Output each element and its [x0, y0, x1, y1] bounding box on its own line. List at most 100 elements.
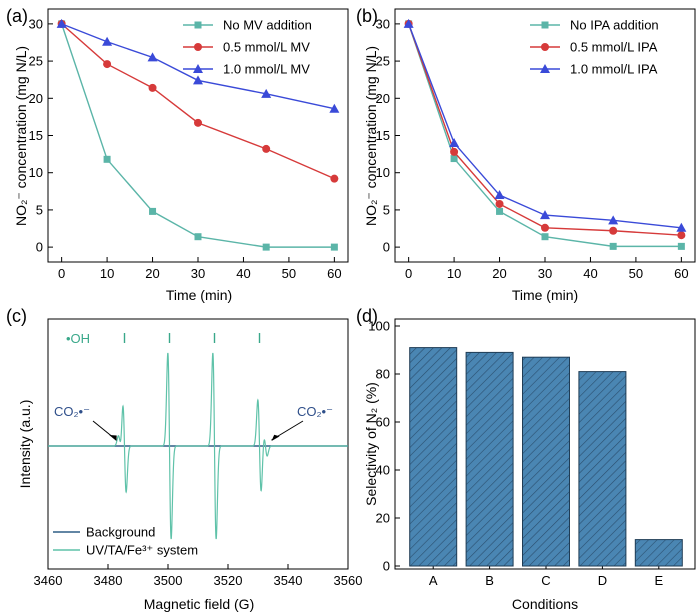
b-xtick-label: 50: [629, 266, 643, 281]
a-data-point: [329, 103, 340, 113]
a-data-point: [148, 83, 157, 92]
a-xtick-label: 60: [327, 266, 341, 281]
b-data-point: [495, 199, 504, 208]
a-data-point: [261, 88, 272, 98]
d-xtick-label: E: [654, 573, 663, 588]
b-data-point: [494, 190, 505, 200]
c-co2-arrowhead-right: [271, 434, 280, 441]
d-bar-B: [465, 351, 514, 567]
panel-d-xlabel: Conditions: [512, 596, 578, 612]
b-xtick-label: 20: [492, 266, 506, 281]
panel-a-ylabel: NO₂⁻ concentration (mg N/L): [13, 46, 29, 226]
a-data-point: [330, 174, 339, 183]
b-data-point: [541, 223, 549, 232]
a-legend-label: 0.5 mmol/L MV: [223, 40, 310, 55]
panel-b-chart: (b) 0 10 20 30 40 50 60 0 5 10 15 20 25 30 No IPA add…: [356, 6, 696, 303]
a-series-line-2: [61, 23, 335, 110]
b-ytick-label: 20: [376, 91, 390, 106]
d-bar-E: [634, 539, 683, 567]
panel-c-chart: (c) 3460 3480 3500 3520 3540 3560 •OH CO₂•⁻ CO₂…: [6, 306, 362, 612]
a-xtick-label: 20: [145, 266, 159, 281]
a-ytick-label: 25: [29, 54, 43, 69]
b-series-line-0: [407, 23, 682, 248]
d-bar-D: [578, 371, 627, 567]
b-legend-label: 0.5 mmol/L IPA: [570, 40, 658, 55]
a-ytick-label: 0: [36, 240, 43, 255]
d-ytick-label: 60: [376, 415, 390, 430]
a-xtick-label: 40: [236, 266, 250, 281]
b-ytick-label: 25: [376, 54, 390, 69]
d-xtick-label: D: [598, 573, 607, 588]
a-data-point: [194, 118, 202, 127]
b-data-point: [496, 207, 504, 215]
panel-a-xlabel: Time (min): [166, 287, 232, 303]
b-data-point: [449, 137, 460, 147]
b-xtick-label: 10: [447, 266, 461, 281]
c-spectrum-line: [48, 352, 348, 540]
a-legend-marker: [194, 43, 202, 51]
b-data-point: [450, 147, 459, 156]
b-ytick-label: 0: [383, 240, 390, 255]
b-legend-label: 1.0 mmol/L IPA: [570, 62, 658, 77]
a-series-line-1: [61, 23, 335, 180]
b-legend-marker: [541, 21, 549, 29]
b-legend-label: No IPA addition: [570, 18, 659, 33]
a-ytick-label: 30: [29, 16, 43, 31]
a-legend-label: No MV addition: [223, 18, 312, 33]
panel-d-ylabel: Selectivity of N₂ (%): [363, 382, 379, 506]
d-ytick-label: 80: [376, 367, 390, 382]
a-data-point: [149, 207, 157, 215]
panel-d-chart: (d) 0 20 40 60 80 100 A B C D E Conditions Selecti…: [356, 306, 696, 612]
d-xtick-label: A: [429, 573, 438, 588]
d-ytick-label: 40: [376, 463, 390, 478]
d-bar-A: [409, 347, 458, 567]
d-ytick-label: 0: [383, 559, 390, 574]
a-data-point: [262, 144, 271, 153]
a-data-point: [56, 18, 67, 28]
b-data-point: [450, 155, 458, 163]
c-xtick-label: 3480: [94, 573, 123, 588]
d-ytick-label: 20: [376, 511, 390, 526]
a-ytick-label: 10: [29, 165, 43, 180]
panel-a-label: (a): [6, 6, 28, 26]
panel-b-ylabel: NO₂⁻ concentration (mg N/L): [363, 46, 379, 226]
a-series-line-0: [60, 23, 335, 248]
a-data-point: [194, 233, 202, 241]
b-data-point: [676, 222, 687, 232]
c-oh-label: •OH: [66, 331, 90, 346]
a-data-point: [102, 36, 113, 46]
b-ytick-label: 10: [376, 165, 390, 180]
b-data-point: [609, 242, 617, 250]
a-legend-label: 1.0 mmol/L MV: [223, 62, 310, 77]
b-data-point: [541, 233, 549, 241]
b-xtick-label: 40: [583, 266, 597, 281]
a-ytick-label: 15: [29, 128, 43, 143]
b-xtick-label: 60: [674, 266, 688, 281]
panel-a-chart: (a) 0 10 20 30 40 50 60 0 5 10 15 20 25 30 No MV addi…: [6, 6, 349, 303]
d-bar-C: [522, 356, 570, 567]
a-data-point: [103, 155, 111, 163]
panel-b-label: (b): [356, 6, 378, 26]
b-data-point: [608, 215, 619, 225]
panel-d-label: (d): [356, 306, 378, 326]
b-xtick-label: 30: [538, 266, 552, 281]
c-xtick-label: 3520: [214, 573, 243, 588]
a-xtick-label: 50: [282, 266, 296, 281]
c-co2-label-left: CO₂•⁻: [54, 404, 90, 419]
a-data-point: [193, 75, 203, 85]
panel-c-frame: [47, 318, 349, 570]
a-data-point: [147, 52, 158, 62]
c-legend-label: Background: [86, 525, 155, 540]
c-legend-label: UV/TA/Fe³⁺ system: [86, 543, 198, 558]
b-legend-marker: [541, 43, 549, 51]
c-xtick-label: 3540: [274, 573, 303, 588]
b-data-point: [609, 226, 618, 235]
panel-c-ylabel: Intensity (a.u.): [17, 400, 33, 489]
c-xtick-label: 3560: [334, 573, 363, 588]
a-xtick-label: 10: [100, 266, 114, 281]
panel-d-frame: [394, 318, 696, 570]
a-data-point: [330, 243, 338, 251]
a-ytick-label: 20: [29, 91, 43, 106]
b-data-point: [677, 242, 685, 250]
